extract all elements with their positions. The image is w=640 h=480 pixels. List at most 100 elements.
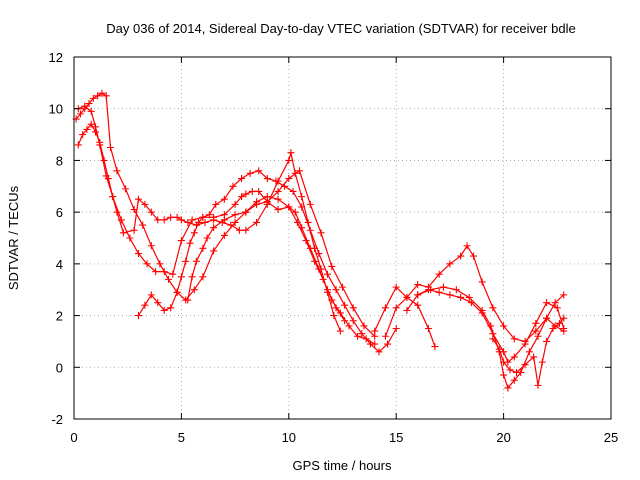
axis-ticks: 0 5 10 15 20 25 -2 0 2 4 6 8 10 12 [49, 50, 619, 445]
data-point [521, 361, 529, 369]
data-point [242, 226, 250, 234]
data-point [160, 216, 168, 224]
data-point [274, 187, 282, 195]
data-point [414, 291, 422, 299]
data-point [98, 89, 106, 97]
data-point [384, 340, 392, 348]
data-point [336, 327, 344, 335]
y-tick-label: 2 [56, 309, 63, 324]
x-tick-label: 5 [178, 430, 185, 445]
data-point [231, 218, 239, 226]
series-line [137, 170, 397, 353]
data-point [403, 293, 411, 301]
series-track-9 [414, 283, 568, 392]
data-point [201, 218, 209, 226]
data-point [107, 144, 115, 151]
data-point [89, 94, 97, 102]
data-point [76, 110, 84, 118]
data-point [246, 169, 254, 177]
data-point [371, 327, 379, 335]
data-point [317, 265, 325, 273]
data-point [439, 283, 447, 291]
data-point [235, 226, 243, 234]
data-point [173, 213, 181, 221]
data-point [287, 149, 295, 157]
data-point [242, 190, 250, 198]
data-point [349, 317, 357, 325]
data-point [231, 211, 239, 219]
data-point [126, 234, 134, 242]
data-point [134, 195, 142, 203]
data-point [339, 283, 346, 291]
data-point [341, 301, 349, 309]
data-point [285, 156, 293, 164]
data-point [253, 200, 261, 208]
x-tick-label: 20 [496, 430, 510, 445]
data-point [220, 216, 228, 224]
data-point [317, 229, 325, 237]
data-point [231, 200, 239, 208]
data-point [424, 325, 432, 332]
data-point [341, 317, 349, 325]
data-point [392, 283, 400, 291]
data-point [553, 304, 561, 312]
data-point [177, 273, 185, 281]
data-point [199, 244, 207, 252]
data-point [152, 268, 160, 276]
data-point [543, 299, 551, 307]
data-point [345, 322, 353, 330]
data-point [203, 234, 211, 242]
data-point [381, 304, 389, 312]
data-point [315, 250, 323, 258]
data-point [521, 340, 529, 348]
data-point [525, 348, 533, 356]
y-tick-label: 0 [56, 360, 63, 375]
data-point [199, 273, 207, 281]
data-point [330, 312, 338, 320]
data-point [538, 358, 546, 366]
data-point [263, 198, 271, 206]
data-point [134, 250, 142, 258]
data-point [306, 200, 314, 208]
data-point [79, 131, 87, 139]
data-point [457, 252, 465, 260]
data-point [446, 260, 454, 268]
data-point [81, 105, 89, 113]
data-point [360, 322, 368, 330]
data-point [147, 242, 155, 250]
data-point [160, 306, 168, 314]
data-point [188, 273, 196, 281]
data-point [182, 257, 190, 265]
data-point [195, 218, 203, 226]
data-point [147, 291, 155, 299]
data-point [500, 371, 508, 379]
x-tick-label: 15 [389, 430, 403, 445]
data-point [414, 301, 422, 309]
data-point [139, 221, 147, 229]
data-point [332, 304, 340, 312]
data-point [354, 332, 362, 340]
data-point [543, 314, 551, 322]
data-point [555, 319, 563, 327]
data-point [323, 270, 331, 278]
data-point [272, 177, 280, 185]
data-point [446, 291, 454, 299]
data-point [167, 304, 175, 312]
data-point [143, 260, 151, 268]
y-tick-label: -2 [51, 412, 63, 427]
data-point [190, 286, 198, 294]
data-point [263, 175, 271, 183]
data-point [212, 200, 220, 208]
plot-frame [73, 56, 612, 420]
data-point [465, 293, 473, 301]
data-point [392, 304, 400, 312]
data-point [100, 156, 108, 164]
y-tick-label: 6 [56, 205, 63, 220]
series-track-5 [184, 167, 379, 340]
data-point [435, 270, 443, 278]
data-point [349, 304, 357, 312]
y-tick-label: 4 [56, 257, 63, 272]
y-tick-label: 8 [56, 153, 63, 168]
data-point [470, 252, 478, 260]
series-track-2 [72, 89, 349, 325]
